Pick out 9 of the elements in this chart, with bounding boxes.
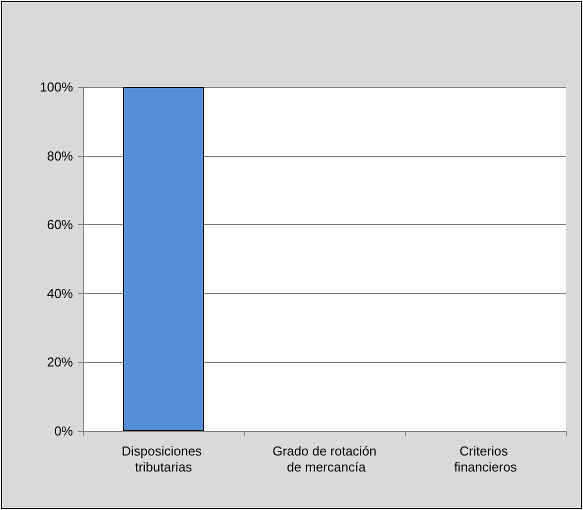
y-tick-label: 100% — [40, 80, 74, 94]
y-tick-label: 80% — [46, 148, 74, 164]
x-tick-label: Grado de rotación de mercancía — [272, 444, 377, 474]
y-tick-label: 20% — [46, 354, 74, 370]
x-tick-label: Disposiciones tributarias — [122, 444, 206, 474]
y-tick-label: 40% — [46, 286, 74, 301]
x-tick-label: Criterios financieros — [454, 444, 518, 474]
y-tick-label: 0% — [54, 424, 74, 438]
y-tick-label: 60% — [46, 217, 74, 232]
